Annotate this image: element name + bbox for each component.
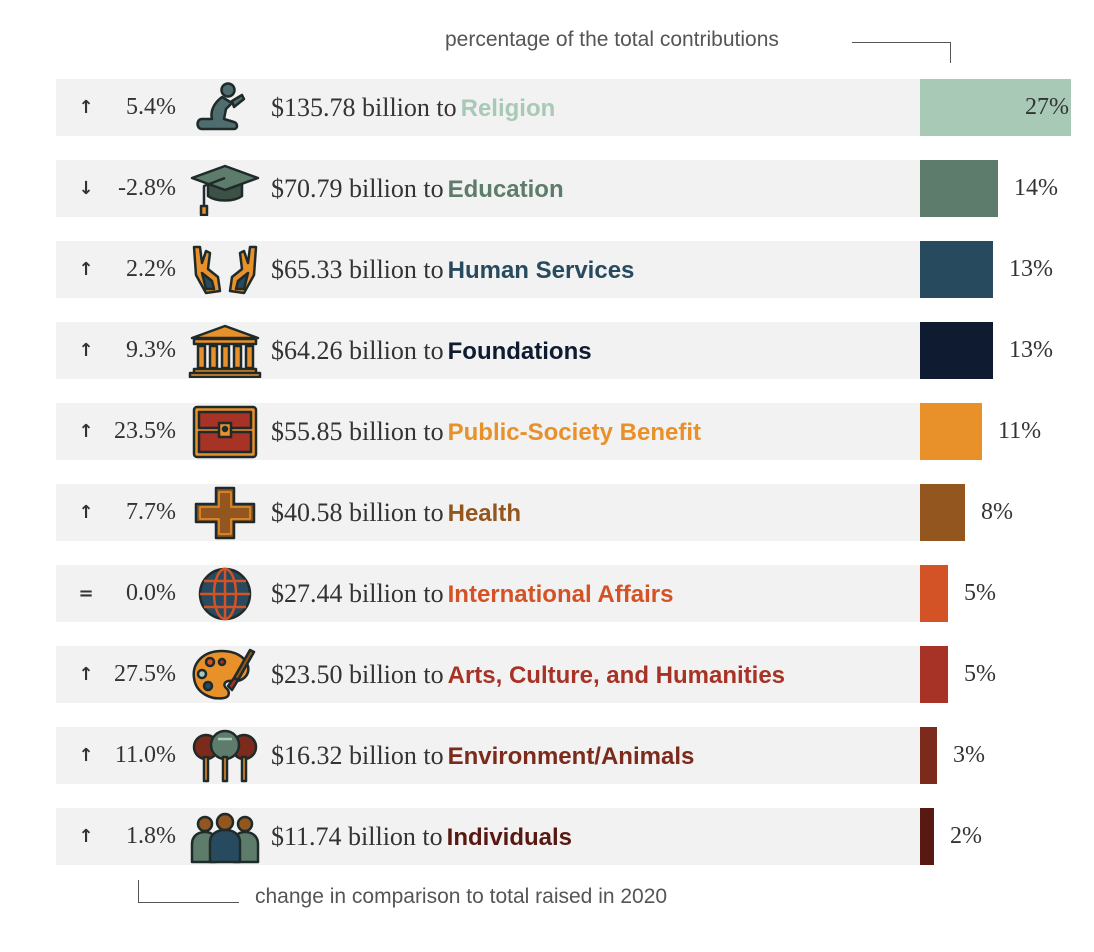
row-label: $70.79 billion to Education xyxy=(271,160,564,217)
percentage-bar xyxy=(920,646,948,703)
arrow-up-icon: ↑ xyxy=(78,421,94,442)
arrow-up-icon: ↑ xyxy=(78,259,94,280)
change-value: 27.5% xyxy=(114,661,176,687)
chart-row: ↑ 1.8% $11.74 billion to Individuals 2% xyxy=(56,808,1072,865)
percentage-bar xyxy=(920,565,948,622)
chart-row: ↑ 23.5% $55.85 billion to Public-Society … xyxy=(56,403,1072,460)
percentage-label: 13% xyxy=(1009,337,1053,363)
percentage-label: 8% xyxy=(981,499,1013,525)
chart-row: ↑ 9.3% $64.26 billion to Foundations 13% xyxy=(56,322,1072,379)
amount-text: $16.32 billion to xyxy=(271,741,444,770)
row-label: $27.44 billion to International Affairs xyxy=(271,565,673,622)
arrow-up-icon: ↑ xyxy=(78,664,94,685)
change-value: 11.0% xyxy=(114,742,176,768)
globe-icon xyxy=(188,567,262,621)
amount-text: $65.33 billion to xyxy=(271,255,444,284)
category-name: Foundations xyxy=(447,338,592,365)
change-value: 23.5% xyxy=(114,418,176,444)
category-name: Religion xyxy=(460,95,556,122)
praying-person-icon xyxy=(188,81,262,135)
category-name: Human Services xyxy=(447,257,635,284)
change-value: 5.4% xyxy=(126,94,176,120)
arrow-up-icon: ↑ xyxy=(78,97,94,118)
category-name: Education xyxy=(447,176,564,203)
percentage-label: 5% xyxy=(964,580,996,606)
row-label: $64.26 billion to Foundations xyxy=(271,322,592,379)
amount-text: $40.58 billion to xyxy=(271,498,444,527)
chart-row: ↑ 11.0% $16.32 billion to Environment/Ani… xyxy=(56,727,1072,784)
percentage-label: 11% xyxy=(998,418,1042,444)
change-value: 9.3% xyxy=(126,337,176,363)
chart-row: ↓ -2.8% $70.79 billion to Education 14% xyxy=(56,160,1072,217)
percentage-bar xyxy=(920,808,934,865)
arrow-up-icon: ↑ xyxy=(78,745,94,766)
chart-row: ↑ 5.4% $135.78 billion to Religion 27% xyxy=(56,79,1072,136)
amount-text: $23.50 billion to xyxy=(271,660,444,689)
arrow-up-icon: ↑ xyxy=(78,340,94,361)
row-label: $135.78 billion to Religion xyxy=(271,79,555,136)
percentage-label: 13% xyxy=(1009,256,1053,282)
arrow-up-icon: ↑ xyxy=(78,826,94,847)
percentage-bar xyxy=(920,160,998,217)
amount-text: $70.79 billion to xyxy=(271,174,444,203)
equal-icon: = xyxy=(78,583,94,604)
change-value: -2.8% xyxy=(118,175,176,201)
percentage-bar xyxy=(920,79,1071,136)
percentage-bar xyxy=(920,484,965,541)
arrow-up-icon: ↑ xyxy=(78,502,94,523)
amount-text: $135.78 billion to xyxy=(271,93,457,122)
amount-text: $55.85 billion to xyxy=(271,417,444,446)
amount-text: $64.26 billion to xyxy=(271,336,444,365)
category-name: Arts, Culture, and Humanities xyxy=(447,662,786,689)
category-name: Individuals xyxy=(446,824,573,851)
medical-cross-icon xyxy=(188,486,262,540)
percentage-bar xyxy=(920,322,993,379)
institution-building-icon xyxy=(188,324,262,379)
graduation-cap-icon xyxy=(188,162,262,217)
change-value: 1.8% xyxy=(126,823,176,849)
category-name: Health xyxy=(447,500,521,527)
change-note-bracket xyxy=(138,880,239,903)
percentage-bar xyxy=(920,727,937,784)
open-hands-icon xyxy=(188,243,262,297)
row-label: $23.50 billion to Arts, Culture, and Hum… xyxy=(271,646,785,703)
row-label: $65.33 billion to Human Services xyxy=(271,241,634,298)
category-name: International Affairs xyxy=(447,581,674,608)
treasure-chest-icon xyxy=(188,405,262,459)
change-note: change in comparison to total raised in … xyxy=(255,885,668,908)
percentage-note: percentage of the total contributions xyxy=(445,28,779,51)
people-group-icon xyxy=(188,810,262,864)
chart-row: ↑ 27.5% $23.50 billion to Arts, Culture, … xyxy=(56,646,1072,703)
chart-row: ↑ 7.7% $40.58 billion to Health 8% xyxy=(56,484,1072,541)
row-label: $11.74 billion to Individuals xyxy=(271,808,572,865)
percentage-bar xyxy=(920,241,993,298)
percentage-label: 14% xyxy=(1014,175,1058,201)
change-value: 2.2% xyxy=(126,256,176,282)
chart-row: = 0.0% $27.44 billion to International Af… xyxy=(56,565,1072,622)
trees-icon xyxy=(188,729,262,783)
paint-palette-icon xyxy=(188,648,262,702)
arrow-down-icon: ↓ xyxy=(78,178,94,199)
percentage-bar xyxy=(920,403,982,460)
category-name: Environment/Animals xyxy=(447,743,695,770)
percentage-label: 3% xyxy=(953,742,985,768)
change-value: 0.0% xyxy=(126,580,176,606)
row-label: $40.58 billion to Health xyxy=(271,484,521,541)
amount-text: $11.74 billion to xyxy=(271,822,443,851)
percentage-note-bracket xyxy=(852,42,951,63)
category-name: Public-Society Benefit xyxy=(447,419,702,446)
percentage-label: 27% xyxy=(1025,94,1069,120)
amount-text: $27.44 billion to xyxy=(271,579,444,608)
change-value: 7.7% xyxy=(126,499,176,525)
row-label: $16.32 billion to Environment/Animals xyxy=(271,727,694,784)
percentage-label: 2% xyxy=(950,823,982,849)
percentage-label: 5% xyxy=(964,661,996,687)
row-label: $55.85 billion to Public-Society Benefit xyxy=(271,403,701,460)
chart-row: ↑ 2.2% $65.33 billion to Human Services 13… xyxy=(56,241,1072,298)
